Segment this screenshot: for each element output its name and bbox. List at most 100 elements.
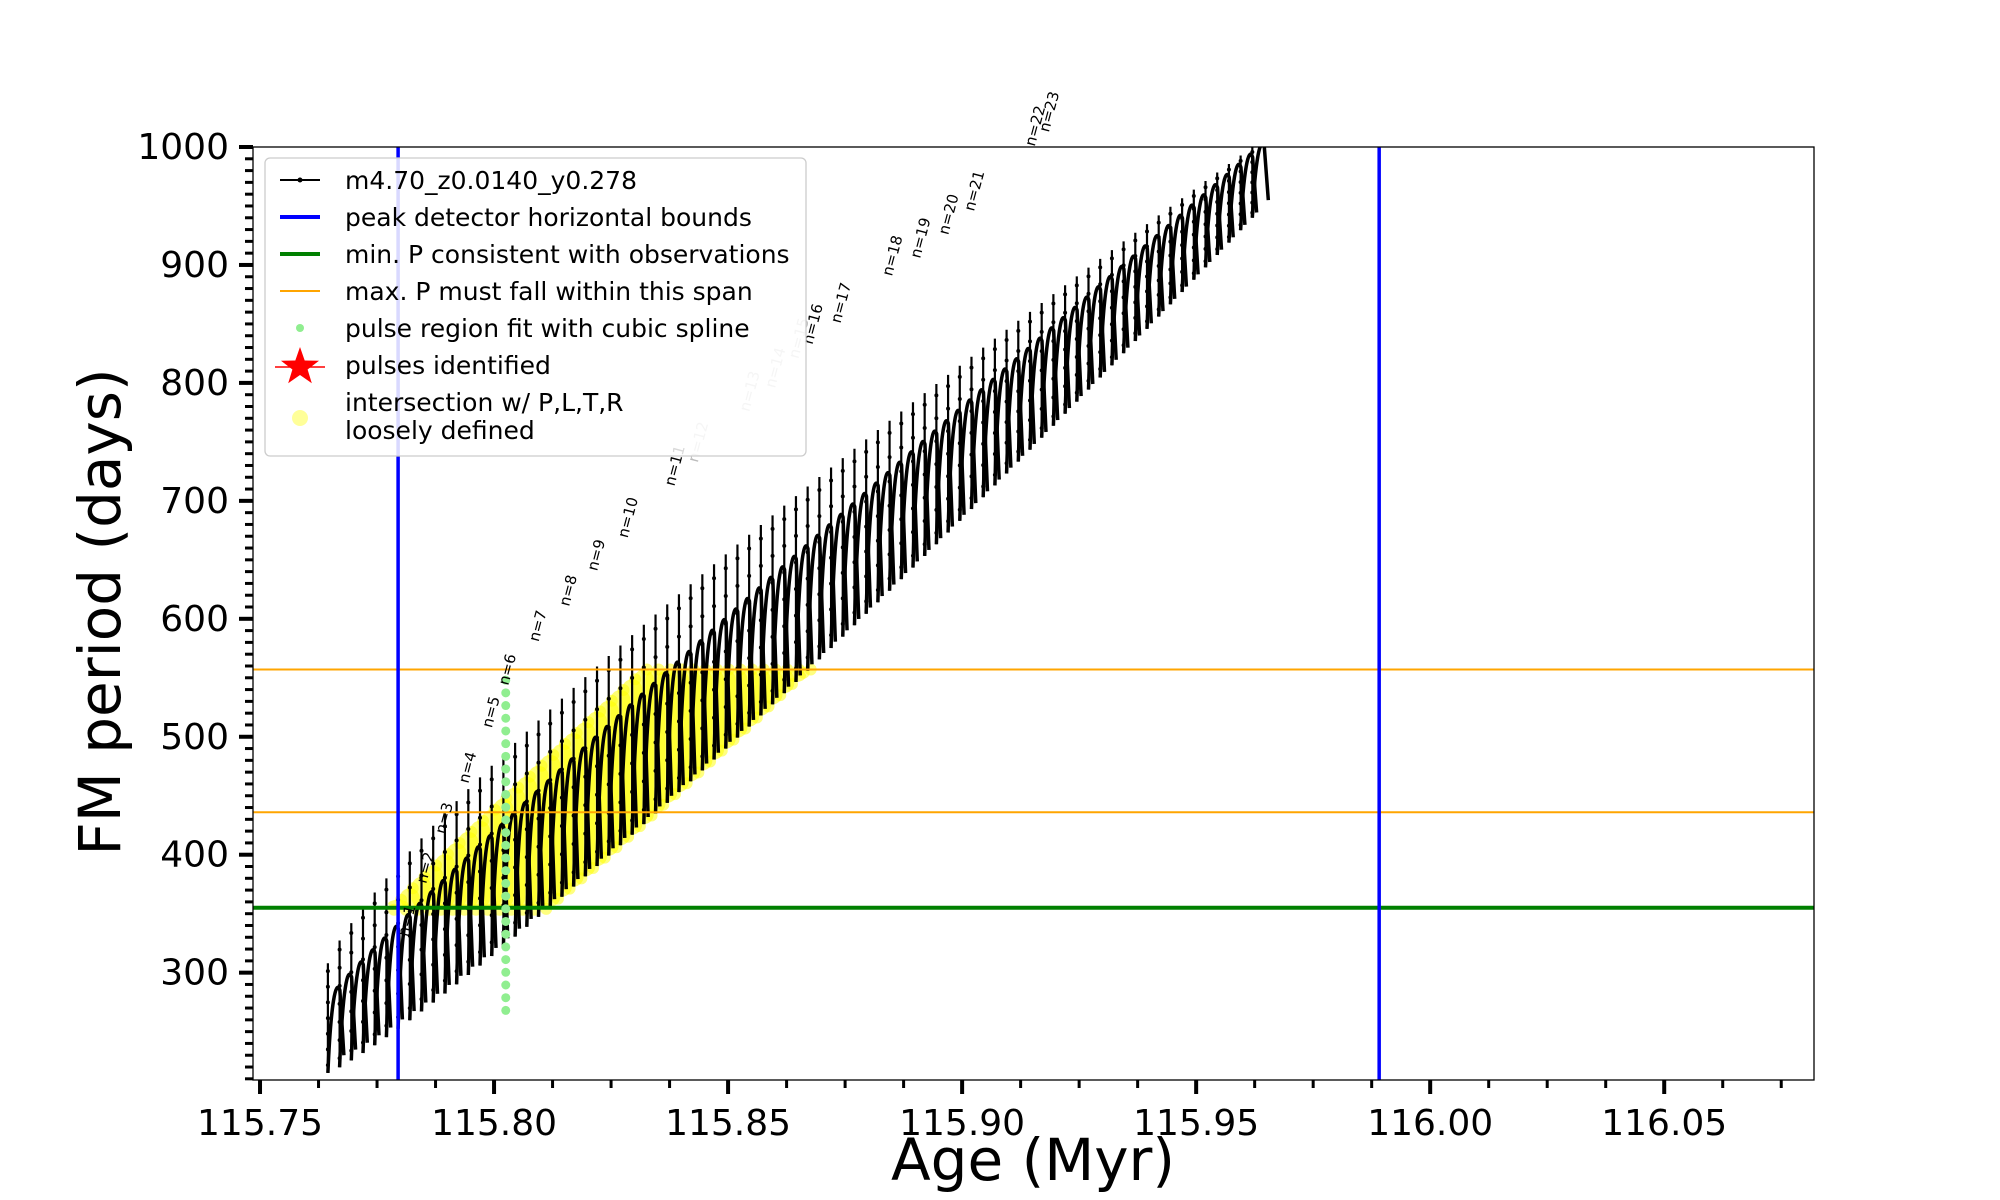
track-point xyxy=(758,536,763,541)
track-point xyxy=(899,565,904,570)
pulse-fit-point xyxy=(501,688,511,698)
track-point xyxy=(957,507,962,512)
track-point xyxy=(1168,281,1173,286)
track-point xyxy=(641,637,646,642)
legend-label: max. P must fall within this span xyxy=(345,277,753,306)
track-point xyxy=(665,729,670,734)
track-point xyxy=(630,704,635,709)
track-point xyxy=(864,499,869,504)
track-point xyxy=(957,374,962,379)
legend-label: pulses identified xyxy=(345,351,551,380)
track-point xyxy=(770,553,775,558)
track-point xyxy=(1145,319,1150,324)
track-point xyxy=(688,765,693,770)
track-point xyxy=(1168,253,1173,258)
track-point xyxy=(431,987,436,992)
track-point xyxy=(946,406,951,411)
track-point xyxy=(1016,449,1021,454)
track-point xyxy=(840,468,845,473)
track-point xyxy=(372,966,377,971)
track-point xyxy=(1051,357,1056,362)
track-point xyxy=(1039,406,1044,411)
track-point xyxy=(419,922,424,927)
track-point xyxy=(1156,292,1161,297)
track-point xyxy=(1156,307,1161,312)
track-point xyxy=(981,420,986,425)
track-point xyxy=(981,377,986,382)
track-point xyxy=(1156,278,1161,283)
track-point xyxy=(559,880,564,885)
track-point xyxy=(1145,244,1150,249)
track-point xyxy=(1203,246,1208,251)
track-point xyxy=(817,514,822,519)
track-point xyxy=(349,1029,354,1034)
track-point xyxy=(1086,344,1091,349)
track-point xyxy=(922,495,927,500)
track-point xyxy=(571,728,576,733)
track-point xyxy=(489,831,494,836)
track-point xyxy=(478,950,483,955)
track-point xyxy=(372,1010,377,1015)
track-point xyxy=(513,837,518,842)
pulse-region-fit-layer xyxy=(501,675,511,1015)
track-point xyxy=(360,1040,365,1045)
track-point xyxy=(793,533,798,538)
track-point xyxy=(478,896,483,901)
track-point xyxy=(946,384,951,389)
track-point xyxy=(688,737,693,742)
track-point xyxy=(747,656,752,661)
track-point xyxy=(1191,232,1196,237)
track-point xyxy=(1215,199,1220,204)
track-point xyxy=(817,540,822,545)
track-point xyxy=(595,821,600,826)
track-point xyxy=(442,927,447,932)
pulse-fit-point xyxy=(501,764,511,774)
track-point xyxy=(981,399,986,404)
track-point xyxy=(1133,238,1138,243)
track-point xyxy=(1039,368,1044,373)
track-point xyxy=(1250,150,1255,155)
x-tick-label: 116.05 xyxy=(1601,1103,1727,1144)
track-point xyxy=(349,970,354,975)
track-point xyxy=(723,704,728,709)
track-point xyxy=(910,459,915,464)
pulse-fit-point xyxy=(501,840,511,850)
track-point xyxy=(688,596,693,601)
track-point xyxy=(1226,201,1231,206)
track-point xyxy=(548,806,553,811)
track-point xyxy=(1215,188,1220,193)
track-point xyxy=(747,546,752,551)
track-point xyxy=(606,839,611,844)
track-point xyxy=(372,1032,377,1037)
track-point xyxy=(1168,211,1173,216)
track-point xyxy=(1156,264,1161,269)
track-point xyxy=(957,463,962,468)
track-point xyxy=(372,988,377,993)
track-point xyxy=(1098,282,1103,287)
track-point xyxy=(1004,337,1009,342)
track-point xyxy=(1039,329,1044,334)
track-point xyxy=(981,441,986,446)
track-point xyxy=(1250,200,1255,205)
track-point xyxy=(1086,309,1091,314)
track-point xyxy=(1086,361,1091,366)
track-point xyxy=(1121,343,1126,348)
track-point xyxy=(934,507,939,512)
track-point xyxy=(571,756,576,761)
track-point xyxy=(875,489,880,494)
track-point xyxy=(1238,180,1243,185)
track-point xyxy=(688,624,693,629)
track-point xyxy=(559,852,564,857)
legend-label: intersection w/ P,L,T,R xyxy=(345,388,624,417)
track-point xyxy=(1180,269,1185,274)
track-point xyxy=(1133,315,1138,320)
track-point xyxy=(478,842,483,847)
x-tick-label: 115.80 xyxy=(431,1103,557,1144)
track-point xyxy=(1168,267,1173,272)
track-point xyxy=(1121,311,1126,316)
track-point xyxy=(583,803,588,808)
track-point xyxy=(384,955,389,960)
y-tick-label: 300 xyxy=(160,953,229,994)
track-point xyxy=(1074,319,1079,324)
track-point xyxy=(1063,384,1068,389)
